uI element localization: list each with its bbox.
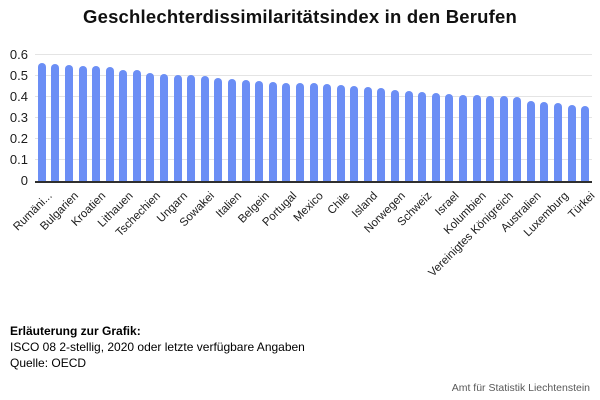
bar	[214, 77, 223, 181]
footer-heading: Erläuterung zur Grafik:	[10, 324, 141, 338]
plot-area	[35, 54, 592, 183]
bar	[309, 83, 318, 181]
bar	[255, 81, 264, 181]
bar	[431, 93, 440, 181]
bar	[554, 103, 563, 181]
bar	[92, 65, 101, 181]
bar	[323, 83, 332, 181]
bar	[200, 75, 209, 181]
bar	[567, 104, 576, 181]
footer-note: Erläuterung zur Grafik: ISCO 08 2-stelli…	[10, 323, 305, 371]
bar	[105, 67, 114, 181]
bar	[64, 65, 73, 181]
bar	[526, 100, 535, 181]
y-tick-label: 0.6	[9, 47, 28, 62]
bar	[581, 106, 590, 181]
y-tick-label: 0.4	[9, 89, 28, 104]
y-tick-label: 0.3	[9, 110, 28, 125]
bar	[173, 74, 182, 181]
bar	[187, 74, 196, 181]
bar	[350, 86, 359, 181]
bar	[486, 95, 495, 181]
bar	[391, 90, 399, 181]
x-axis-labels: Rumäni... Bulgarien Kroatien Lithauen Tschec…	[0, 181, 600, 311]
y-tick-label: 0.1	[9, 152, 28, 167]
y-tick-label: 0.5	[9, 68, 28, 83]
y-tick-label: 0.2	[9, 131, 28, 146]
bar	[404, 91, 413, 181]
bar	[513, 97, 522, 181]
bar	[282, 82, 291, 181]
bar	[499, 95, 508, 181]
bar	[146, 73, 155, 181]
bar	[377, 88, 386, 181]
bar	[37, 63, 46, 181]
bar	[78, 65, 87, 181]
bar	[363, 87, 372, 181]
bar	[119, 69, 128, 181]
bar	[445, 94, 454, 181]
bar	[241, 80, 250, 181]
gridline	[35, 54, 592, 55]
bar	[336, 84, 345, 181]
x-category-label: Chile	[326, 190, 354, 218]
bar	[268, 81, 277, 181]
bar	[418, 92, 427, 181]
bar	[472, 94, 481, 181]
footer-line-2: Quelle: OECD	[10, 356, 87, 370]
gridline	[35, 75, 592, 76]
chart-title: Geschlechterdissimilaritätsindex in den …	[82, 6, 517, 27]
footer-line-1: ISCO 08 2-stellig, 2020 oder letzte verf…	[10, 340, 305, 354]
attribution: Amt für Statistik Liechtenstein	[451, 382, 590, 394]
bar	[540, 101, 549, 181]
bar	[132, 70, 141, 181]
bar	[458, 94, 467, 181]
x-category-label: Türkei	[566, 190, 598, 222]
bar	[160, 73, 169, 181]
bar	[295, 82, 304, 181]
bar	[227, 78, 236, 181]
bar	[51, 64, 60, 181]
y-tick-label: 0	[20, 173, 28, 188]
